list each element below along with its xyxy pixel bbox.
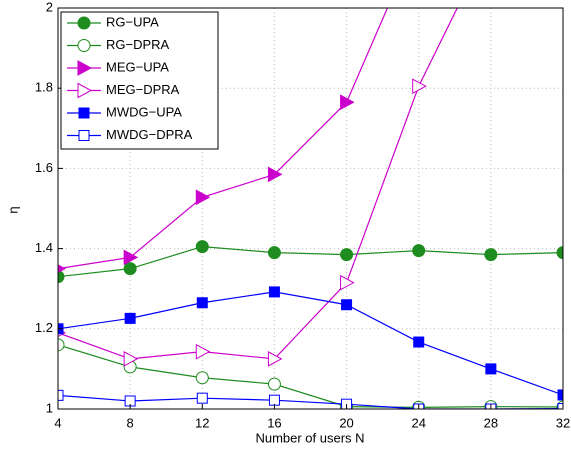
marker [123,262,137,276]
marker [557,389,563,401]
marker [267,166,283,183]
series-line [58,8,389,270]
legend-box [60,11,219,150]
marker [58,270,65,284]
marker [413,336,425,348]
y-tick-label: 2 [46,0,53,14]
marker [195,240,209,254]
legend-label: RG−DPRA [106,37,170,52]
legend-label: RG−UPA [106,14,159,29]
marker [123,249,139,266]
marker [267,246,281,260]
y-tick-label: 1 [46,400,53,415]
marker [195,371,209,385]
y-tick-label: 1.2 [35,320,53,335]
axes: 4 8 12 16 20 24 28 32 1 1.2 1.4 1.6 1.8 2 [35,0,570,430]
marker [78,107,90,119]
marker [78,130,90,141]
x-tick-label: 20 [339,415,353,430]
x-axis-label: Number of users N [255,430,364,445]
series-line [58,291,563,396]
y-tick-label: 1.8 [35,80,53,95]
marker [340,94,355,111]
marker [485,363,497,375]
series-line [58,245,563,278]
marker [123,351,139,367]
marker [196,297,208,309]
x-tick-label: 4 [54,415,61,430]
marker [58,338,65,352]
marker [195,189,211,206]
legend: RG−UPA RG−DPRA MEG−UPA MEG−DPRA MWDG−UPA MWDG… [60,11,219,150]
marker [77,82,93,99]
marker [340,248,354,262]
marker [58,389,64,401]
marker [267,377,281,391]
marker [268,286,280,298]
y-tick-label: 1.4 [35,240,53,255]
x-tick-label: 28 [484,415,498,430]
marker [77,60,93,76]
legend-label: MEG−DPRA [106,82,180,97]
x-tick-label: 8 [127,415,134,430]
marker [556,246,563,260]
marker [267,351,283,367]
legend-label: MEG−UPA [106,59,169,74]
x-tick-label: 16 [267,415,281,430]
plot [58,8,563,409]
legend-label: MWDG−UPA [106,104,182,119]
marker [484,248,498,262]
marker [412,244,426,258]
marker [340,274,355,291]
series-line [58,344,563,408]
series-line [58,394,563,409]
marker [341,299,353,311]
marker [196,392,208,404]
marker [412,78,427,95]
y-tick-label: 1.6 [35,160,53,175]
x-tick-label: 12 [195,415,209,430]
marker [124,312,136,324]
legend-label: MWDG−DPRA [106,127,193,142]
marker [268,394,280,406]
y-axis-label: η [5,206,20,213]
marker [77,39,91,52]
x-tick-label: 32 [556,415,570,430]
plot-frame [57,7,564,410]
x-tick-label: 24 [411,415,425,430]
marker [195,343,211,360]
marker [77,16,91,30]
